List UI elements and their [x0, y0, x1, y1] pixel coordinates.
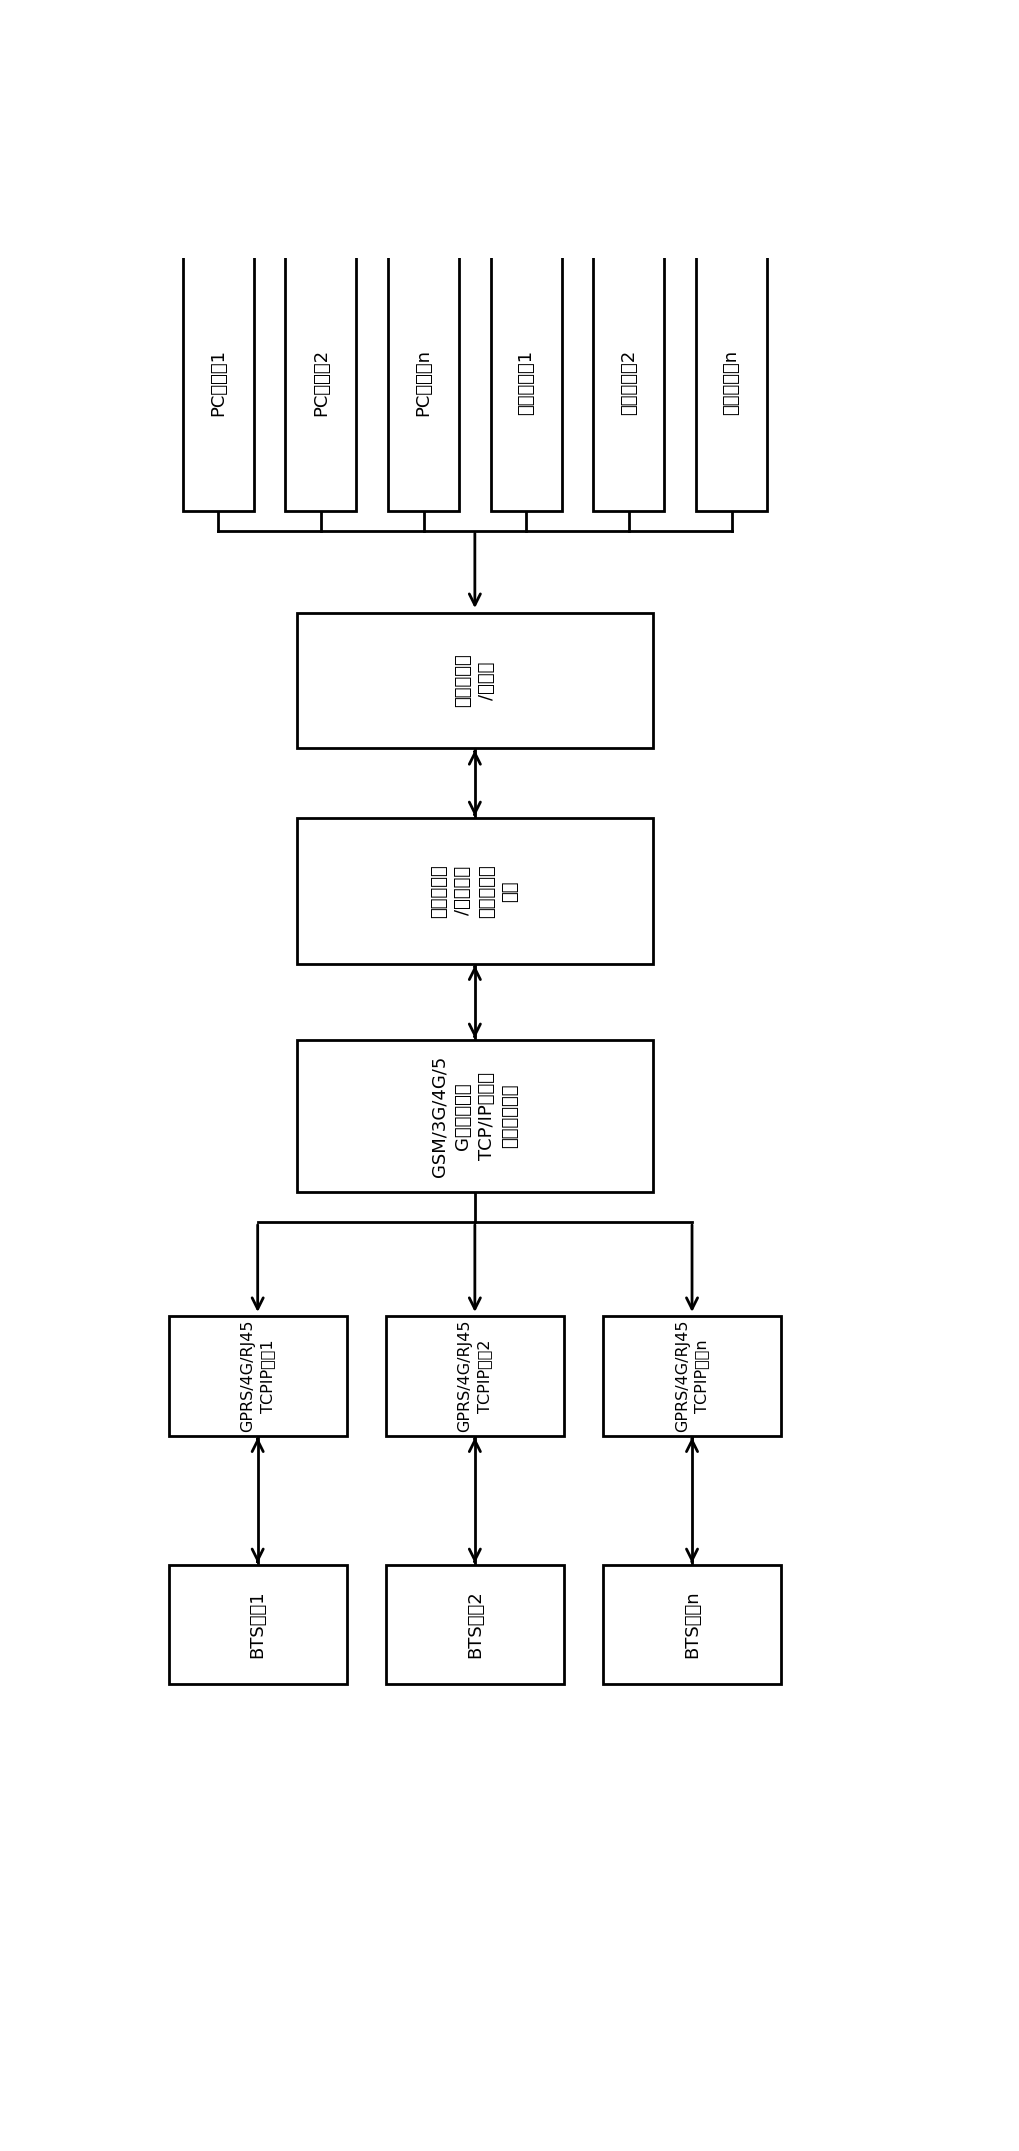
Text: 无线路由器
/交换机: 无线路由器 /交换机	[454, 654, 495, 708]
Bar	[593, 254, 664, 510]
Text: BTS设备1: BTS设备1	[249, 1592, 267, 1658]
Text: GSM/3G/4G/5
G无线网络或
TCP/IP有线网
络或光纤网络: GSM/3G/4G/5 G无线网络或 TCP/IP有线网 络或光纤网络	[430, 1056, 520, 1177]
Text: PC客户端n: PC客户端n	[415, 348, 432, 415]
Bar	[298, 817, 652, 964]
Bar	[298, 1039, 652, 1192]
Text: 手机客户端1: 手机客户端1	[518, 351, 535, 415]
Text: 手机客户端n: 手机客户端n	[722, 351, 741, 415]
Bar	[298, 613, 652, 749]
Text: GPRS/4G/RJ45
TCPIP模块2: GPRS/4G/RJ45 TCPIP模块2	[458, 1321, 492, 1433]
Bar	[285, 254, 357, 510]
Bar	[603, 1316, 781, 1435]
Text: GPRS/4G/RJ45
TCPIP模块n: GPRS/4G/RJ45 TCPIP模块n	[675, 1321, 709, 1433]
Bar	[696, 254, 767, 510]
Text: 手机客户端2: 手机客户端2	[620, 351, 638, 415]
Bar	[386, 1316, 564, 1435]
Text: BTS设备2: BTS设备2	[466, 1592, 484, 1658]
Text: PC客户端1: PC客户端1	[209, 348, 227, 415]
Bar	[491, 254, 561, 510]
Text: PC客户端2: PC客户端2	[312, 348, 330, 415]
Text: BTS设备n: BTS设备n	[683, 1592, 701, 1658]
Text: 云网络主机
/服务器或
内网主机服
务器: 云网络主机 /服务器或 内网主机服 务器	[430, 865, 520, 918]
Bar	[169, 1316, 346, 1435]
Bar	[182, 254, 254, 510]
Text: GPRS/4G/RJ45
TCPIP模块1: GPRS/4G/RJ45 TCPIP模块1	[240, 1321, 275, 1433]
Bar	[388, 254, 459, 510]
Bar	[169, 1566, 346, 1684]
Bar	[386, 1566, 564, 1684]
Bar	[603, 1566, 781, 1684]
